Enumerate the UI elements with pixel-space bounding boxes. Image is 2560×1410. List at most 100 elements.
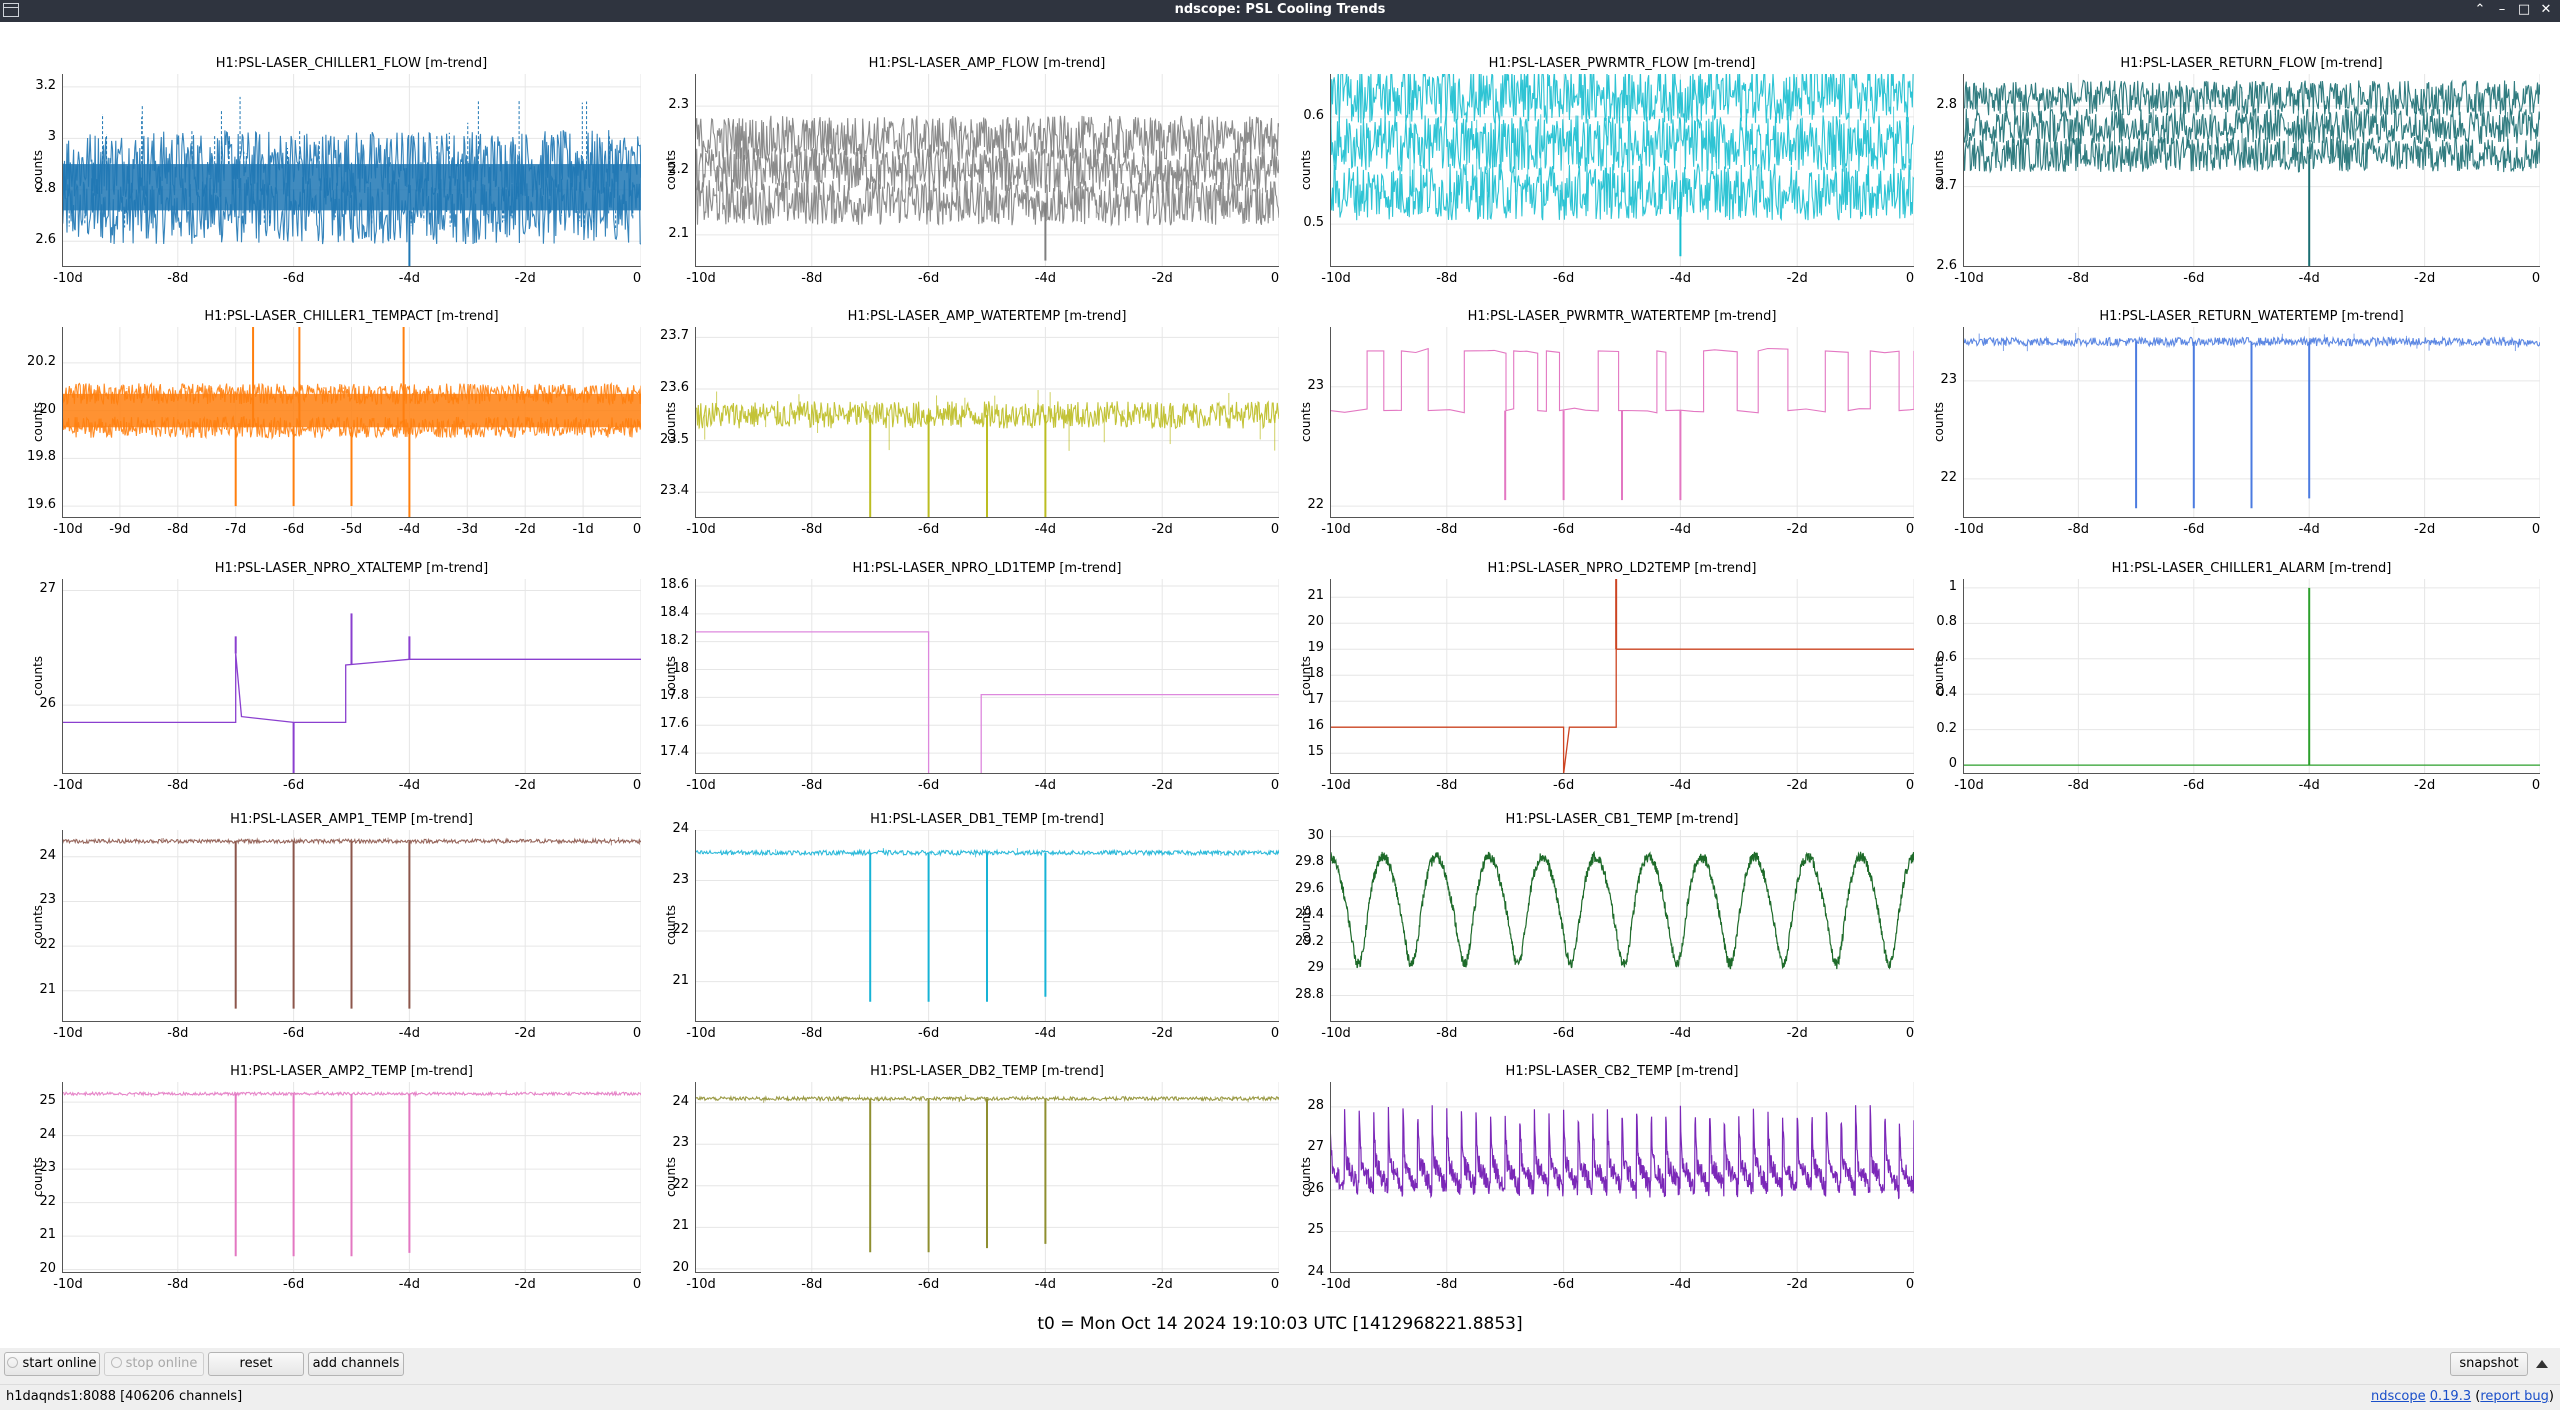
start-online-button[interactable]: start online	[4, 1352, 100, 1376]
status-bar: h1daqnds1:8088 [406206 channels] ndscope…	[0, 1384, 2560, 1410]
x-tick-label: -8d	[1436, 522, 1458, 537]
x-tick-label: -6d	[282, 271, 305, 286]
app-menu-icon[interactable]	[3, 3, 19, 17]
series-trace	[695, 115, 1279, 261]
stop-online-button[interactable]: stop online	[104, 1352, 204, 1376]
chart-svg	[1963, 74, 2540, 267]
plot-title: H1:PSL-LASER_PWRMTR_FLOW [m-trend]	[1488, 56, 1756, 71]
y-tick-label: 2.6	[35, 232, 56, 248]
ndscope-link[interactable]: ndscope	[2370, 1389, 2426, 1404]
plot-area[interactable]	[62, 327, 641, 518]
version-link[interactable]: 0.19.3	[2429, 1389, 2472, 1404]
plot-area[interactable]	[62, 1082, 641, 1273]
x-tick-label: -8d	[167, 1026, 189, 1041]
x-tick-label: -2d	[1151, 778, 1173, 793]
x-tick-label: 0	[1270, 778, 1280, 793]
y-axis-label: counts	[1299, 149, 1314, 190]
x-tick-label: -6d	[2183, 778, 2205, 793]
chart-svg	[695, 327, 1279, 518]
plot-area[interactable]	[1330, 1082, 1914, 1273]
plot-area[interactable]	[62, 74, 641, 267]
snapshot-button[interactable]: snapshot	[2450, 1352, 2528, 1376]
plot-area[interactable]	[1963, 579, 2540, 774]
plot-area[interactable]	[62, 830, 641, 1022]
y-tick-label: 21	[672, 972, 689, 988]
x-tick-label: -8d	[167, 1277, 189, 1292]
report-bug-link[interactable]: report bug	[2480, 1389, 2549, 1404]
x-tick-label: -4d	[398, 1026, 420, 1041]
minimize-icon[interactable]: –	[2498, 2, 2506, 17]
maximize-icon[interactable]: □	[2517, 2, 2531, 17]
y-tick-label: 23	[39, 892, 56, 908]
y-tick-label: 23.7	[660, 328, 689, 344]
plot-area[interactable]	[695, 74, 1279, 267]
x-tick-label: -10d	[1954, 522, 1984, 537]
window-title: ndscope: PSL Cooling Trends	[1174, 2, 1386, 17]
x-tick-label: 0	[1270, 1277, 1280, 1292]
series-trace	[1330, 74, 1914, 257]
plot-title: H1:PSL-LASER_CB2_TEMP [m-trend]	[1505, 1064, 1739, 1079]
x-tick-label: -10d	[1321, 778, 1351, 793]
y-tick-label: 3	[47, 129, 56, 145]
x-tick-label: -10d	[53, 778, 83, 793]
y-axis-label: counts	[1932, 401, 1947, 442]
series-trace	[1963, 587, 2540, 766]
x-tick-label: 0	[1905, 778, 1915, 793]
x-tick-label: -10d	[53, 271, 83, 286]
y-tick-label: 16	[1307, 718, 1324, 734]
x-tick-label: -4d	[1669, 778, 1691, 793]
trace-line	[1330, 347, 1914, 414]
y-tick-label: 18.6	[660, 576, 689, 592]
y-tick-label: 0.5	[1303, 215, 1324, 231]
chart-svg	[1330, 579, 1914, 774]
chevron-up-icon[interactable]: ⌃	[2474, 2, 2486, 17]
x-tick-label: 0	[2531, 522, 2541, 537]
y-tick-label: 20.2	[27, 353, 56, 369]
x-tick-label: -4d	[2298, 271, 2320, 286]
y-tick-label: 2.1	[668, 225, 689, 241]
chart-svg	[1963, 579, 2540, 774]
x-tick-label: -8d	[801, 522, 823, 537]
expand-panel-icon[interactable]	[2536, 1360, 2548, 1368]
y-tick-label: 19.6	[27, 497, 56, 513]
y-tick-label: 0.6	[1936, 649, 1957, 665]
y-tick-label: 0.4	[1936, 685, 1957, 701]
x-tick-label: -4d	[1034, 522, 1056, 537]
plot-area[interactable]	[1963, 74, 2540, 267]
trace-band	[1330, 115, 1914, 174]
plot-area[interactable]	[62, 579, 641, 774]
y-tick-label: 20	[39, 1260, 56, 1276]
chart-svg	[695, 830, 1279, 1022]
close-icon[interactable]: ✕	[2540, 2, 2552, 17]
x-tick-label: -8d	[1436, 271, 1458, 286]
plot-area[interactable]	[1330, 74, 1914, 267]
x-tick-label: -8d	[1436, 1026, 1458, 1041]
series-trace	[695, 847, 1279, 1002]
x-tick-label: -6d	[1552, 522, 1575, 537]
plot-area[interactable]	[1963, 327, 2540, 518]
x-tick-label: -10d	[686, 271, 716, 286]
y-tick-label: 2.6	[1936, 258, 1957, 273]
x-tick-label: -6d	[282, 522, 305, 537]
add-channels-button[interactable]: add channels	[308, 1352, 404, 1376]
plot-area[interactable]	[695, 579, 1279, 774]
y-tick-label: 22	[672, 922, 689, 938]
series-trace	[1330, 850, 1914, 970]
plot-title: H1:PSL-LASER_CHILLER1_FLOW [m-trend]	[215, 56, 488, 71]
x-tick-label: -4d	[2298, 522, 2320, 537]
stop-online-label: stop online	[125, 1356, 198, 1371]
plot-area[interactable]	[695, 1082, 1279, 1273]
x-tick-label: -10d	[1954, 778, 1984, 793]
plot-area[interactable]	[695, 327, 1279, 518]
reset-button[interactable]: reset	[208, 1352, 304, 1376]
y-tick-label: 21	[1307, 588, 1324, 604]
plot-area[interactable]	[1330, 579, 1914, 774]
x-tick-label: -6d	[917, 1277, 940, 1292]
x-tick-label: -2d	[2413, 522, 2436, 537]
plot-area[interactable]	[1330, 830, 1914, 1022]
plot-area[interactable]	[1330, 327, 1914, 518]
x-tick-label: 0	[1270, 271, 1280, 286]
plot-area[interactable]	[695, 830, 1279, 1022]
x-tick-label: -8d	[801, 778, 823, 793]
y-tick-label: 23.5	[660, 431, 689, 447]
